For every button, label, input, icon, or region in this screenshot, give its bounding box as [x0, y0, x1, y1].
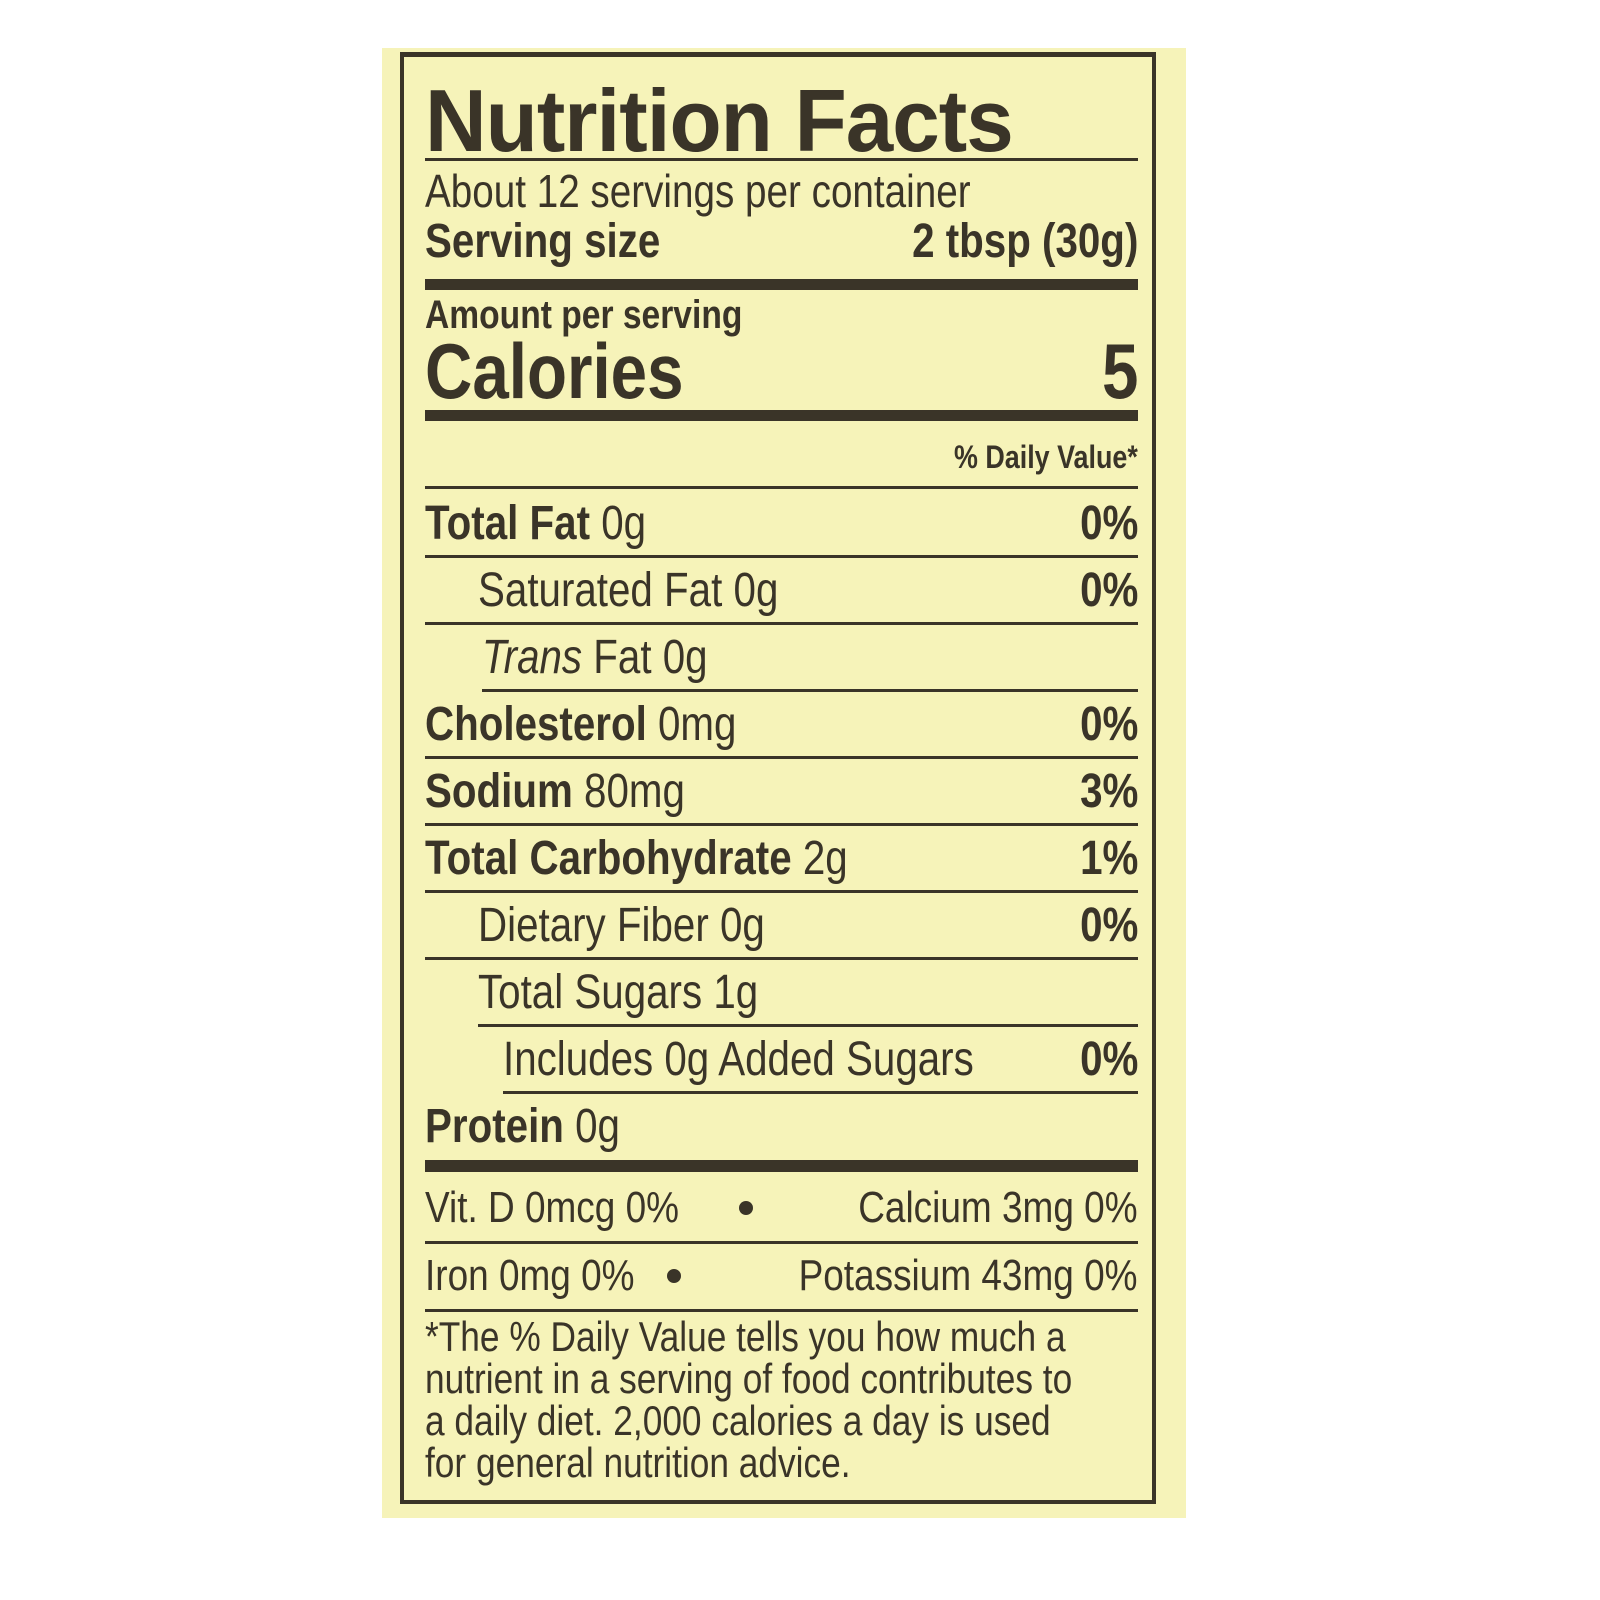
- bullet-icon: [739, 1201, 754, 1215]
- nutrient-daily-value: 0%: [1079, 697, 1138, 751]
- calories-row: Calories 5: [425, 327, 1138, 415]
- nutrient-row: Total Fat 0g 0%: [425, 490, 1138, 556]
- vitamin-row: Vit. D 0mcg 0% Calcium 3mg 0%: [425, 1178, 1138, 1238]
- daily-value-header: % Daily Value*: [954, 438, 1138, 475]
- nutrient-row: Cholesterol 0mg 0%: [425, 691, 1138, 757]
- footnote: *The % Daily Value tells you how much a …: [425, 1313, 1073, 1486]
- calories-label: Calories: [425, 326, 684, 415]
- calcium: Calcium 3mg 0%: [858, 1183, 1138, 1232]
- serving-size-row: Serving size 2 tbsp (30g): [425, 214, 1138, 268]
- label-background: [382, 48, 1186, 1518]
- divider: [425, 555, 1138, 558]
- potassium: Potassium 43mg 0%: [799, 1251, 1138, 1300]
- divider: [482, 689, 1138, 692]
- nutrient-row: Total Sugars 1g: [425, 959, 1138, 1025]
- nutrient-name: Cholesterol 0mg: [425, 697, 737, 751]
- divider: [503, 1091, 1138, 1094]
- nutrient-row: Includes 0g Added Sugars 0%: [425, 1026, 1138, 1092]
- divider: [425, 957, 1138, 960]
- divider: [425, 1309, 1138, 1312]
- servings-per-container: About 12 servings per container: [425, 165, 971, 217]
- nutrient-row: Protein 0g: [425, 1093, 1138, 1159]
- mineral-row: Iron 0mg 0% Potassium 43mg 0%: [425, 1246, 1138, 1306]
- thick-divider: [425, 1160, 1138, 1172]
- nutrient-daily-value: 0%: [1079, 496, 1138, 550]
- nutrient-row: Saturated Fat 0g 0%: [425, 557, 1138, 623]
- thick-divider: [425, 410, 1138, 421]
- divider: [425, 1241, 1138, 1244]
- nutrient-row: Sodium 80mg 3%: [425, 758, 1138, 824]
- nutrient-row: Trans Fat 0g: [425, 624, 1138, 690]
- nutrient-daily-value: 0%: [1079, 563, 1138, 617]
- serving-size-label: Serving size: [425, 214, 661, 268]
- iron: Iron 0mg 0%: [425, 1251, 635, 1300]
- label-title: Nutrition Facts: [425, 71, 1014, 170]
- nutrient-name: Total Fat 0g: [425, 496, 647, 550]
- nutrient-name: Sodium 80mg: [425, 764, 685, 818]
- calories-value: 5: [1101, 326, 1138, 415]
- serving-size-value: 2 tbsp (30g): [911, 214, 1138, 268]
- thick-divider: [425, 279, 1138, 290]
- divider: [425, 486, 1138, 489]
- nutrient-name: Saturated Fat 0g: [478, 563, 779, 617]
- divider: [425, 158, 1138, 161]
- nutrient-name: Protein 0g: [425, 1099, 620, 1153]
- divider: [425, 823, 1138, 826]
- nutrient-daily-value: 3%: [1079, 764, 1138, 818]
- divider: [478, 1024, 1138, 1027]
- amount-per-serving: Amount per serving: [425, 292, 743, 337]
- nutrient-row: Dietary Fiber 0g 0%: [425, 892, 1138, 958]
- nutrient-row: Total Carbohydrate 2g 1%: [425, 825, 1138, 891]
- nutrient-name: Total Carbohydrate 2g: [425, 831, 848, 885]
- nutrient-name: Dietary Fiber 0g: [478, 898, 765, 952]
- nutrient-name: Trans Fat 0g: [482, 630, 708, 684]
- nutrient-name: Includes 0g Added Sugars: [503, 1032, 974, 1086]
- bullet-icon: [667, 1269, 682, 1283]
- vitamin-d: Vit. D 0mcg 0%: [425, 1183, 680, 1232]
- nutrient-daily-value: 0%: [1079, 898, 1138, 952]
- divider: [425, 622, 1138, 625]
- divider: [425, 890, 1138, 893]
- divider: [425, 756, 1138, 759]
- nutrient-daily-value: 0%: [1079, 1032, 1138, 1086]
- nutrient-name: Total Sugars 1g: [478, 965, 759, 1019]
- nutrient-daily-value: 1%: [1079, 831, 1138, 885]
- label-border: [400, 52, 1156, 1504]
